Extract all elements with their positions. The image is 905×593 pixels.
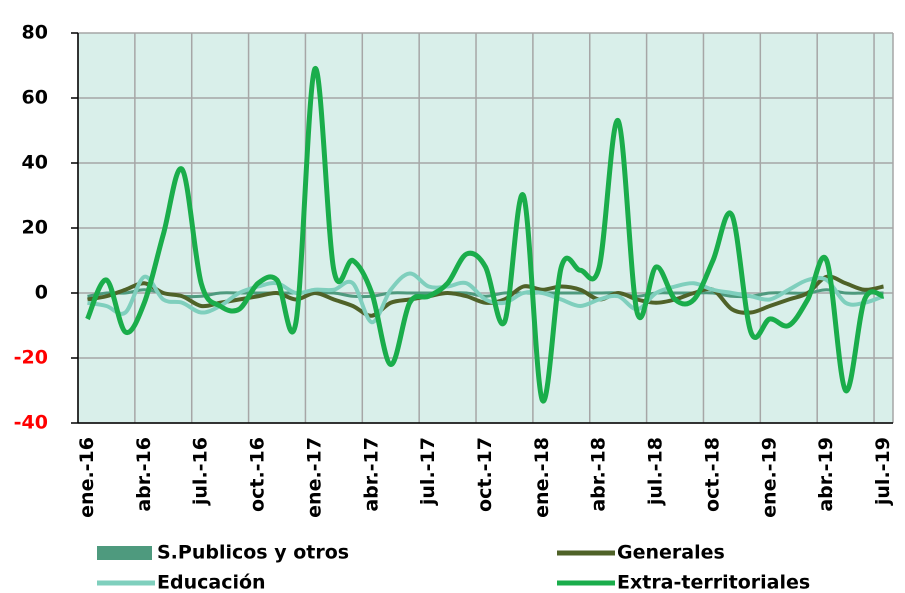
x-tick-label: abr.-18 — [588, 437, 610, 512]
x-tick-label: jul.-18 — [645, 437, 667, 506]
y-tick-label: 60 — [22, 87, 48, 109]
x-tick-label: ene.-18 — [531, 437, 553, 518]
series-line — [85, 66, 885, 404]
y-tick-label: -20 — [14, 347, 48, 369]
series-line — [87, 274, 884, 318]
x-tick-label: oct.-17 — [474, 437, 496, 512]
x-tick-label: ene.-16 — [76, 437, 98, 518]
y-tick-label: 20 — [22, 217, 48, 239]
x-tick-label: jul.-17 — [417, 437, 439, 506]
x-tick-label: abr.-17 — [360, 437, 382, 512]
x-tick-label: ene.-17 — [303, 437, 325, 518]
legend-swatch — [97, 546, 152, 560]
legend-label: Generales — [617, 542, 725, 564]
y-tick-label: 40 — [22, 152, 48, 174]
x-tick-label: ene.-19 — [758, 437, 780, 518]
x-tick-label: oct.-16 — [247, 437, 269, 512]
legend-label: Educación — [157, 572, 266, 593]
x-tick-label: jul.-16 — [190, 437, 212, 506]
y-tick-label: -40 — [14, 412, 48, 434]
x-tick-label: abr.-19 — [815, 437, 837, 512]
x-tick-label: abr.-16 — [133, 437, 155, 512]
legend-label: Extra-territoriales — [617, 572, 810, 593]
y-tick-label: 80 — [22, 22, 48, 44]
y-tick-label: 0 — [35, 282, 48, 304]
x-tick-label: oct.-18 — [701, 437, 723, 512]
legend-label: S.Publicos y otros — [157, 542, 349, 564]
x-tick-label: jul.-19 — [872, 437, 894, 506]
